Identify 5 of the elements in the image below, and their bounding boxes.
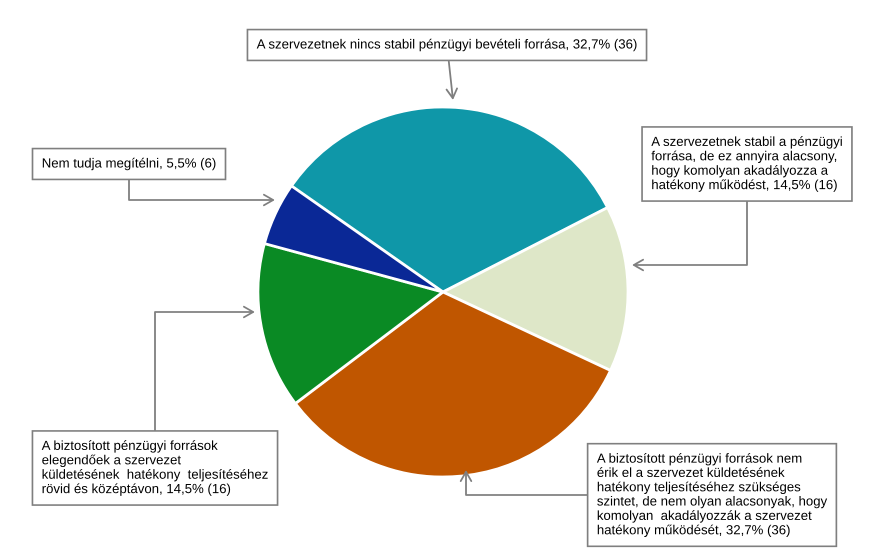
slice-label: A biztosított pénzügyi források nem érik el a szervezet küldetésének hatékony teljesítéséhez szükséges szintet, de nem olyan alacsonyak, hogy komolyan akadályozzák a szervezet hatékony működését, 32,7% (36) bbox=[596, 452, 828, 538]
slice-label: A biztosított pénzügyi források elegendőek a szervezet küldetésének hatékony teljesítéséhez rövid és középtávon, 14,5% (16) bbox=[42, 440, 268, 496]
slice-label: A szervezetnek stabil a pénzügyi forrása, de ez annyira alacsony, hogy komolyan akadályozza a hatékony működést, 14,5% (16) bbox=[651, 136, 842, 192]
slice-label: Nem tudja megítélni, 5,5% (6) bbox=[42, 158, 216, 170]
slice-label: A szervezetnek nincs stabil pénzügyi bevételi forrása, 32,7% (36) bbox=[256, 38, 637, 52]
